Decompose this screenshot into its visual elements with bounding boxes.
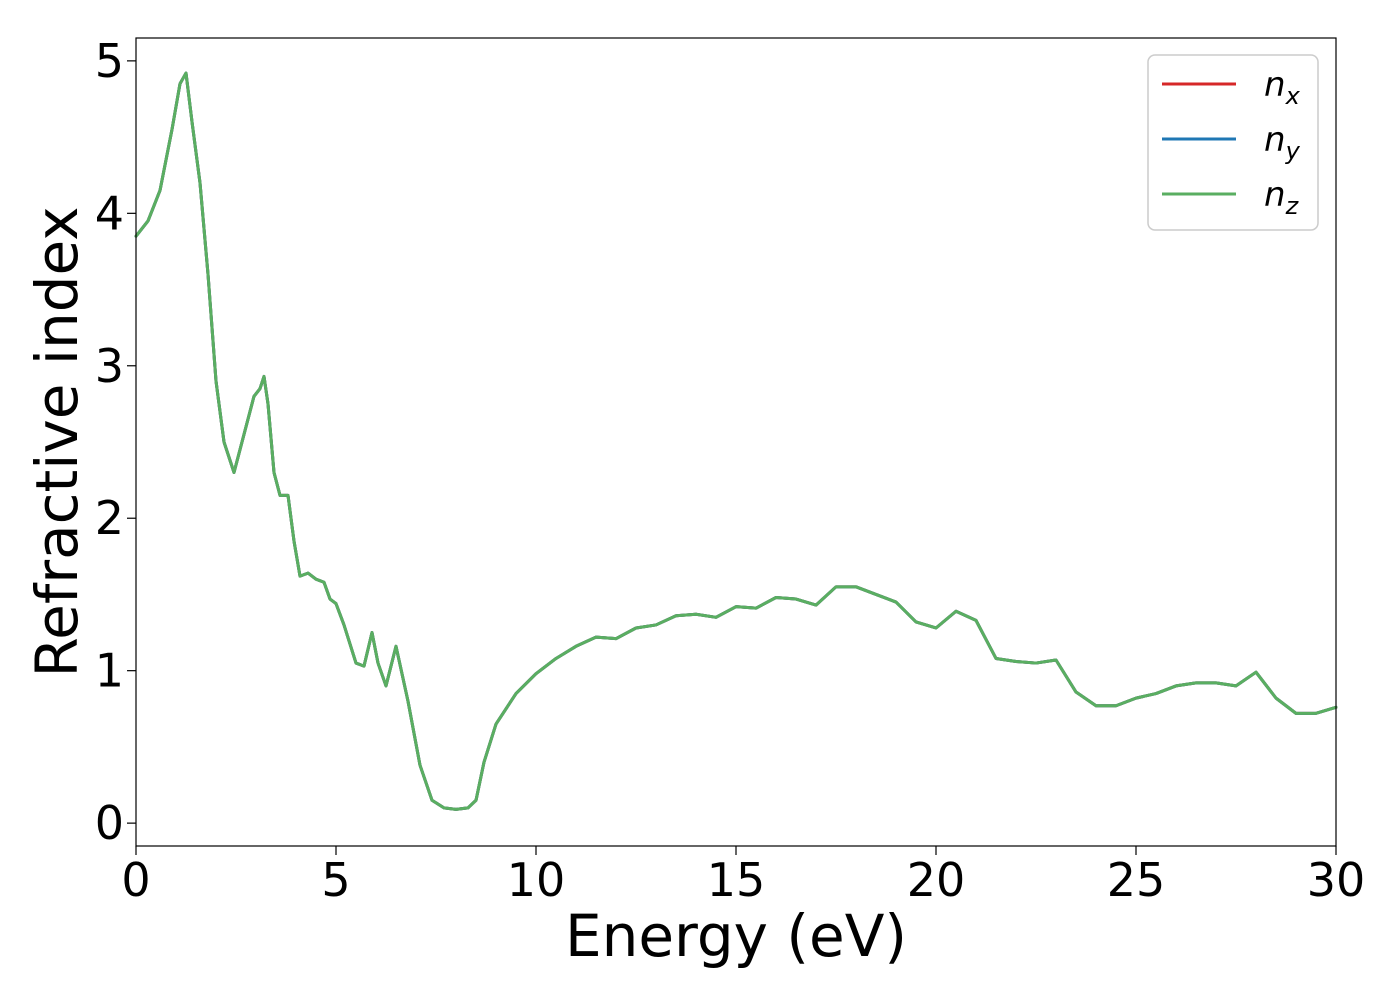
y-tick-label: 5 [95,34,124,88]
legend-label-nx: nx [1264,65,1301,110]
y-tick-label: 0 [95,796,124,850]
x-tick-label: 10 [507,853,566,907]
y-tick-label: 2 [95,491,124,545]
legend-label-nz: nz [1264,175,1300,220]
x-tick-label: 25 [1107,853,1166,907]
y-axis-title: Refractive index [23,206,91,677]
x-tick-label: 5 [321,853,350,907]
legend-label-ny: ny [1264,120,1301,165]
y-tick-label: 1 [95,644,124,698]
legend: nx ny nz [1147,54,1319,231]
x-tick-label: 30 [1307,853,1366,907]
series-line-nz [134,71,1338,811]
y-tick-label: 3 [95,339,124,393]
x-tick-label: 20 [907,853,966,907]
x-tick-label: 0 [121,853,150,907]
series-layer [134,71,1338,811]
y-tick-label: 4 [95,186,124,240]
x-axis-title: Energy (eV) [565,902,907,970]
axes-layer: 0 5 10 15 20 25 30 0 1 2 3 4 5 [95,34,1366,907]
x-tick-label: 15 [707,853,766,907]
legend-box [1147,54,1319,231]
